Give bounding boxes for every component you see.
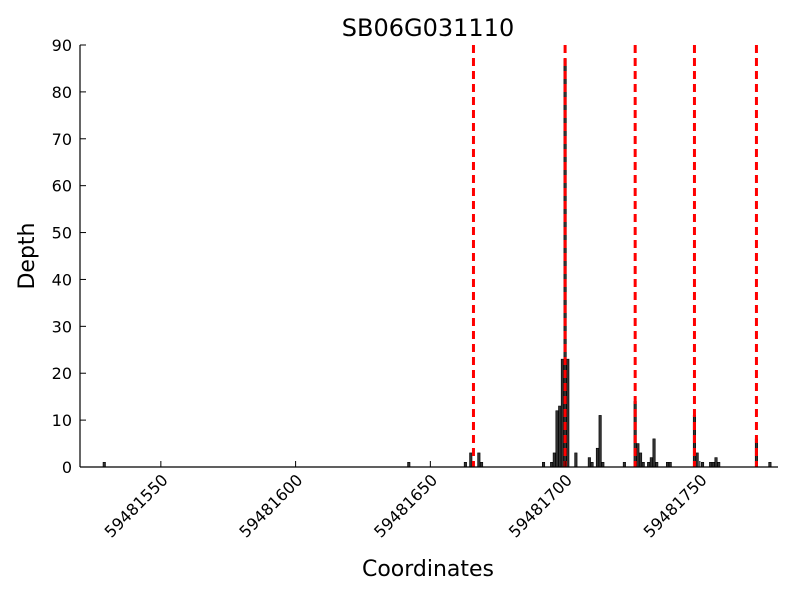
y-tick-label-6: 60 (52, 177, 72, 196)
y-tick-label-2: 20 (52, 364, 72, 383)
bar-6 (542, 462, 546, 468)
bar-27 (652, 438, 656, 468)
bar-29 (665, 462, 670, 468)
x-tick-label-3: 59481700 (505, 470, 576, 541)
y-axis-title: Depth (15, 222, 40, 289)
x-ticks: 59481550 59481600 59481650 59481700 59481750 (101, 461, 711, 541)
bar-32 (695, 452, 699, 468)
bar-8 (552, 452, 556, 468)
bar-24 (641, 462, 645, 468)
bar-19 (601, 462, 605, 468)
bar-4 (477, 452, 481, 468)
y-tick-label-0: 0 (62, 458, 72, 477)
x-tick-label-2: 59481650 (370, 470, 441, 541)
bar-22 (636, 443, 640, 468)
y-tick-label-1: 10 (52, 411, 72, 430)
bar-2 (463, 462, 467, 468)
x-tick-label-4: 59481750 (640, 470, 711, 541)
bar-39 (768, 462, 772, 468)
bar-36 (714, 457, 718, 468)
bar-33 (701, 462, 705, 468)
bar-15 (587, 457, 591, 468)
bar-3 (469, 452, 473, 468)
bar-9 (555, 410, 559, 468)
bar-5 (480, 462, 484, 468)
bars-layer (102, 58, 772, 468)
bar-7 (550, 462, 554, 468)
bar-0 (102, 462, 106, 468)
x-axis-title: Coordinates (362, 557, 494, 582)
y-tick-label-8: 80 (52, 83, 72, 102)
y-tick-label-9: 90 (52, 36, 72, 55)
bar-35 (711, 462, 715, 468)
chart-title: SB06G031110 (342, 14, 514, 42)
reference-lines-layer (471, 45, 758, 467)
bar-16 (590, 462, 594, 468)
bar-1 (407, 462, 411, 468)
bar-12 (563, 58, 567, 468)
bar-26 (649, 457, 653, 468)
bar-34 (709, 462, 713, 468)
y-ticks: 0 10 20 30 40 50 60 70 80 90 (52, 36, 86, 477)
x-tick-label-0: 59481550 (101, 470, 172, 541)
y-tick-label-4: 40 (52, 270, 72, 289)
bar-17 (595, 447, 599, 468)
bar-10 (558, 405, 562, 468)
y-tick-label-5: 50 (52, 224, 72, 243)
bar-13 (566, 358, 570, 468)
x-tick-label-1: 59481600 (235, 470, 306, 541)
bar-30 (668, 462, 672, 468)
bar-28 (655, 462, 659, 468)
bar-37 (717, 462, 721, 468)
y-tick-label-7: 70 (52, 130, 72, 149)
bar-25 (647, 462, 651, 468)
bar-14 (574, 452, 578, 468)
bar-20 (622, 462, 626, 468)
bar-23 (639, 452, 643, 468)
y-tick-label-3: 30 (52, 317, 72, 336)
bar-18 (598, 415, 602, 468)
axes-layer (79, 45, 778, 468)
bar-11 (560, 358, 564, 468)
